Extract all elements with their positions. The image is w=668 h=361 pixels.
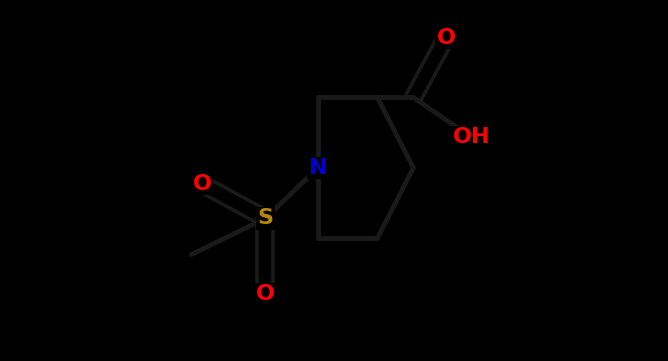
Text: O: O: [256, 284, 275, 304]
Text: N: N: [309, 158, 327, 178]
Text: OH: OH: [452, 127, 490, 147]
Text: S: S: [257, 208, 273, 229]
Text: O: O: [436, 28, 456, 48]
Text: O: O: [193, 174, 212, 194]
